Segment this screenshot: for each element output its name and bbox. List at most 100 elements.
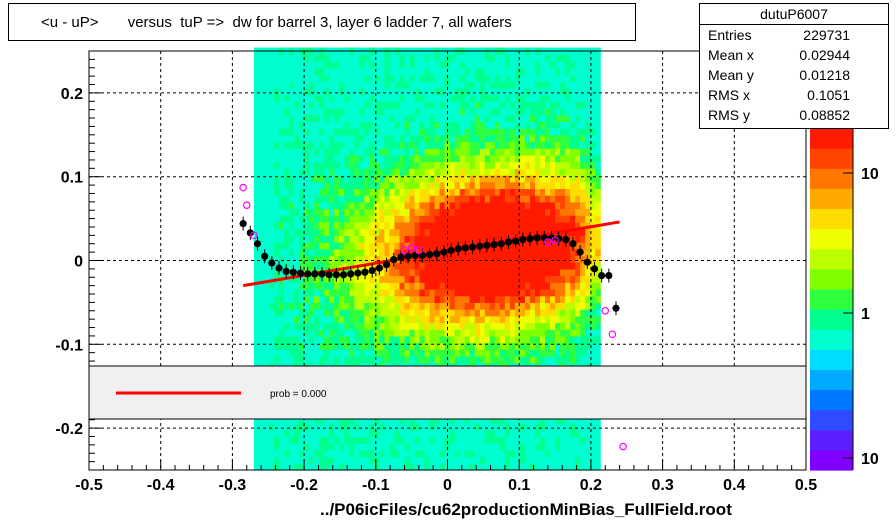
heat-cell xyxy=(474,456,481,464)
heat-cell xyxy=(545,215,551,223)
heat-cell xyxy=(535,268,541,277)
heat-cell xyxy=(585,342,591,350)
heat-cell xyxy=(263,148,270,156)
heat-cell xyxy=(324,335,330,344)
heat-cell xyxy=(565,208,571,216)
heat-cell xyxy=(509,315,516,324)
heat-cell xyxy=(449,356,456,364)
heat-cell xyxy=(429,175,436,183)
heat-cell xyxy=(499,54,506,62)
heat-cell xyxy=(545,181,551,189)
heat-cell xyxy=(429,449,436,458)
heat-cell xyxy=(590,248,596,257)
heat-cell xyxy=(449,255,456,263)
heat-cell xyxy=(590,275,596,283)
heat-cell xyxy=(424,309,431,317)
heat-cell xyxy=(279,81,285,89)
profile-point xyxy=(526,235,534,243)
heat-cell xyxy=(429,74,436,82)
heat-cell xyxy=(324,248,330,257)
heat-cell xyxy=(590,349,596,357)
heat-cell xyxy=(535,456,541,464)
heat-cell xyxy=(439,275,446,283)
heat-cell xyxy=(284,181,290,189)
heat-cell xyxy=(284,342,290,350)
heat-cell xyxy=(545,456,551,464)
heat-cell xyxy=(575,289,581,297)
heat-cell xyxy=(509,289,516,297)
heat-cell xyxy=(284,228,290,236)
heat-cell xyxy=(504,141,511,149)
heat-cell xyxy=(575,449,581,458)
heat-cell xyxy=(540,188,546,196)
heat-cell xyxy=(319,322,325,330)
heat-cell xyxy=(595,74,601,82)
heat-cell xyxy=(299,87,305,96)
heat-cell xyxy=(404,121,411,129)
heat-cell xyxy=(595,114,601,122)
heat-cell xyxy=(590,295,596,303)
heat-cell xyxy=(469,208,476,216)
heat-cell xyxy=(555,81,561,89)
heat-cell xyxy=(414,201,421,210)
heat-cell xyxy=(565,228,571,236)
heat-cell xyxy=(329,443,335,451)
heat-cell xyxy=(540,195,546,203)
heat-cell xyxy=(530,134,536,143)
heat-cell xyxy=(324,154,330,163)
heat-cell xyxy=(459,282,466,290)
heat-cell xyxy=(524,282,531,290)
heat-cell xyxy=(263,154,270,163)
heat-cell xyxy=(570,67,576,76)
heat-cell xyxy=(344,168,350,176)
heat-cell xyxy=(334,101,340,109)
heat-cell xyxy=(369,423,375,431)
heat-cell xyxy=(409,275,416,283)
heat-cell xyxy=(459,423,466,431)
heat-cell xyxy=(570,416,576,424)
heat-cell xyxy=(530,349,536,357)
heat-cell xyxy=(374,94,380,102)
heat-cell xyxy=(459,188,466,196)
heat-cell xyxy=(474,289,481,297)
heat-cell xyxy=(319,329,325,337)
heat-cell xyxy=(535,262,541,270)
heat-cell xyxy=(409,248,416,257)
heat-cell xyxy=(560,315,566,324)
heat-cell xyxy=(580,356,586,364)
heat-cell xyxy=(439,175,446,183)
heat-cell xyxy=(299,61,305,69)
heat-cell xyxy=(434,108,441,116)
heat-cell xyxy=(519,329,526,337)
heat-cell xyxy=(284,168,290,176)
heat-cell xyxy=(509,128,516,136)
heat-cell xyxy=(464,349,471,357)
heat-cell xyxy=(359,181,365,189)
heat-cell xyxy=(319,356,325,364)
heat-cell xyxy=(504,329,511,337)
heat-cell xyxy=(389,349,395,357)
heat-cell xyxy=(454,222,461,230)
heat-cell xyxy=(489,61,496,69)
heat-cell xyxy=(344,94,350,102)
heat-cell xyxy=(319,456,325,464)
heat-cell xyxy=(324,302,330,310)
heat-cell xyxy=(409,148,416,156)
heat-cell xyxy=(339,315,345,324)
heat-cell xyxy=(374,289,380,297)
heat-cell xyxy=(334,302,340,310)
heat-cell xyxy=(334,54,340,62)
heat-cell xyxy=(253,181,260,189)
heat-cell xyxy=(404,282,411,290)
heat-cell xyxy=(434,295,441,303)
heat-cell xyxy=(540,315,546,324)
heat-cell xyxy=(394,222,400,230)
heat-cell xyxy=(484,315,491,324)
heat-cell xyxy=(595,94,601,102)
heat-cell xyxy=(464,255,471,263)
heat-cell xyxy=(459,289,466,297)
heat-cell xyxy=(585,61,591,69)
heat-cell xyxy=(349,168,355,176)
heat-cell xyxy=(535,94,541,102)
heat-cell xyxy=(424,463,431,471)
